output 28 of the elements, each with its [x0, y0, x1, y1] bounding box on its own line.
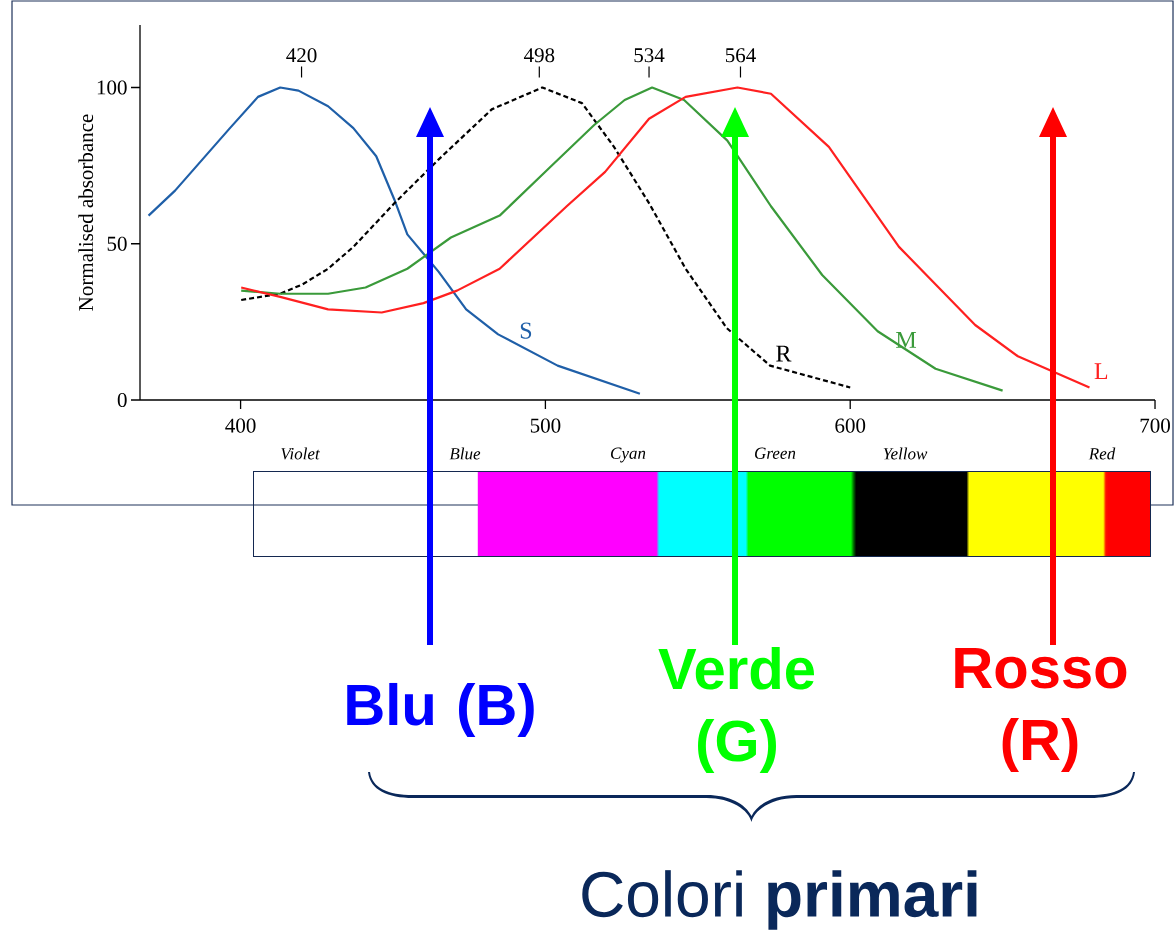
- x-tick-label: 700: [1140, 418, 1170, 433]
- text: Blue: [449, 447, 481, 460]
- annotation: 420: [286, 48, 317, 63]
- x-tick-label: 400: [225, 418, 256, 433]
- text: Colori primari: [582, 870, 977, 930]
- series-label: L: [1094, 363, 1108, 380]
- text: Rosso (R): [955, 648, 1127, 772]
- annotation: 534: [634, 48, 665, 63]
- text: Violet: [281, 447, 321, 460]
- y-tick-label: 0: [117, 392, 127, 408]
- line-series: [147, 86, 641, 395]
- series-label: R: [776, 345, 792, 362]
- x-tick-label: 600: [835, 418, 866, 433]
- y-tick-label: 50: [107, 236, 127, 251]
- text: Cyan: [611, 447, 646, 463]
- text: Yellow: [883, 447, 928, 460]
- series-label: S: [520, 322, 532, 339]
- text: Green: [755, 447, 796, 459]
- line-series: [240, 86, 852, 389]
- annotation: 498: [523, 48, 555, 63]
- y-axis-title: Normalised absorbance: [78, 114, 94, 311]
- annotation: 564: [725, 48, 756, 63]
- series-label: M: [896, 332, 917, 348]
- text: Red: [1088, 447, 1116, 460]
- y-tick-label: 100: [97, 80, 127, 95]
- x-tick-label: 500: [530, 418, 561, 433]
- text: Verde (G): [658, 646, 815, 774]
- text: Blu (B): [347, 682, 534, 738]
